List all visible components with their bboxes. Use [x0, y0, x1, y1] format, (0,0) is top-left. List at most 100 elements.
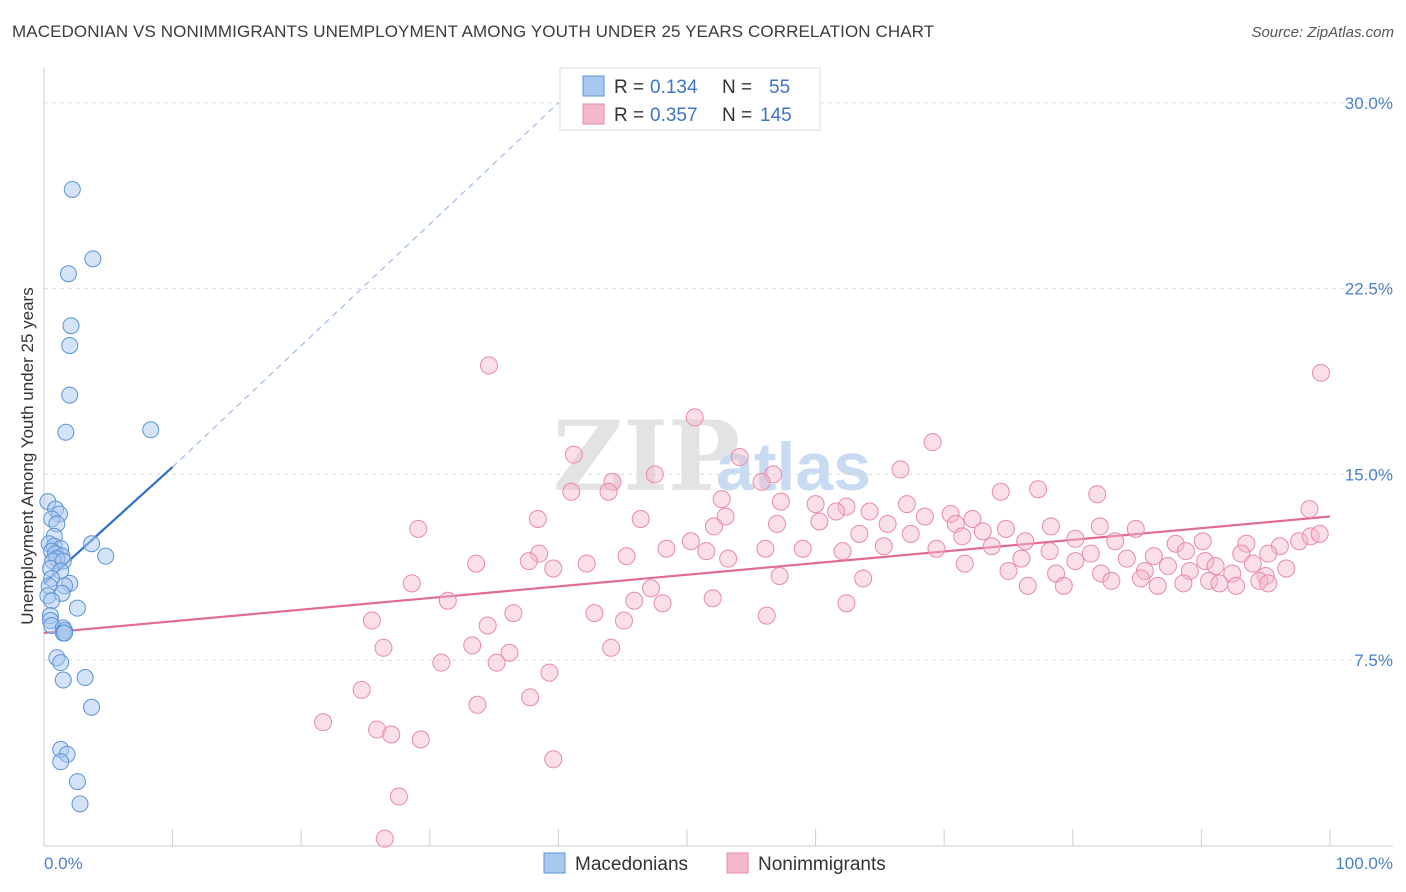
point-nonimmigrants-125	[352, 680, 371, 699]
point-nonimmigrants-116	[362, 611, 381, 630]
point-nonimmigrants-45	[1066, 529, 1085, 548]
point-nonimmigrants-66	[1259, 544, 1278, 563]
point-nonimmigrants-10	[603, 472, 622, 491]
point-macedonians-43	[52, 654, 70, 672]
y-tick-label-2: 22.5%	[1345, 280, 1393, 299]
point-macedonians-1	[84, 250, 102, 268]
series-nonimmigrants	[314, 356, 1330, 848]
point-nonimmigrants-120	[500, 643, 519, 662]
point-nonimmigrants-84	[467, 554, 486, 573]
point-nonimmigrants-114	[757, 606, 776, 625]
point-nonimmigrants-119	[463, 636, 482, 655]
point-nonimmigrants-126	[521, 688, 540, 707]
point-nonimmigrants-27	[716, 507, 735, 526]
point-nonimmigrants-41	[850, 524, 869, 543]
legend: R = 0.134 N = 55 R = 0.357 N = 145	[559, 67, 821, 131]
point-nonimmigrants-117	[478, 616, 497, 635]
point-nonimmigrants-22	[860, 502, 879, 521]
point-nonimmigrants-37	[1090, 517, 1109, 536]
bottom-legend: Macedonians Nonimmigrants	[543, 852, 886, 875]
point-nonimmigrants-40	[705, 517, 724, 536]
y-tick-label-1: 15.0%	[1345, 465, 1393, 484]
point-nonimmigrants-43	[953, 527, 972, 546]
point-nonimmigrants-83	[544, 559, 563, 578]
point-nonimmigrants-97	[1200, 571, 1219, 590]
point-nonimmigrants-102	[1227, 576, 1246, 595]
point-nonimmigrants-6	[645, 465, 664, 484]
point-nonimmigrants-111	[504, 604, 523, 623]
point-nonimmigrants-59	[927, 539, 946, 558]
point-macedonians-51	[71, 795, 89, 813]
point-nonimmigrants-30	[768, 514, 787, 533]
point-nonimmigrants-32	[878, 514, 897, 533]
trend-line-macedonians-extension	[172, 102, 559, 468]
point-nonimmigrants-42	[901, 524, 920, 543]
point-nonimmigrants-54	[681, 532, 700, 551]
point-nonimmigrants-80	[1243, 554, 1262, 573]
legend-n-label-1: N =	[722, 77, 752, 98]
point-nonimmigrants-26	[1300, 500, 1319, 519]
point-nonimmigrants-79	[1206, 557, 1225, 576]
point-nonimmigrants-81	[1277, 559, 1296, 578]
point-nonimmigrants-62	[1081, 544, 1100, 563]
legend-n-value-1: 55	[769, 77, 790, 98]
point-nonimmigrants-115	[614, 611, 633, 630]
point-nonimmigrants-56	[793, 539, 812, 558]
point-nonimmigrants-21	[827, 502, 846, 521]
point-macedonians-5	[61, 386, 79, 404]
legend-n-label-2: N =	[722, 105, 752, 126]
point-nonimmigrants-16	[712, 490, 731, 509]
point-nonimmigrants-31	[810, 512, 829, 531]
point-nonimmigrants-77	[1158, 557, 1177, 576]
point-nonimmigrants-99	[1259, 574, 1278, 593]
point-nonimmigrants-8	[891, 460, 910, 479]
point-macedonians-18	[83, 535, 101, 553]
point-nonimmigrants-101	[1210, 574, 1229, 593]
point-nonimmigrants-11	[562, 482, 581, 501]
point-nonimmigrants-124	[540, 663, 559, 682]
chart-title: MACEDONIAN VS NONIMMIGRANTS UNEMPLOYMENT…	[12, 22, 935, 41]
point-nonimmigrants-67	[657, 539, 676, 558]
point-nonimmigrants-39	[409, 519, 428, 538]
point-nonimmigrants-15	[1088, 485, 1107, 504]
point-macedonians-44	[76, 669, 94, 687]
point-nonimmigrants-35	[996, 519, 1015, 538]
point-nonimmigrants-128	[314, 713, 333, 732]
point-nonimmigrants-70	[617, 547, 636, 566]
legend-r-value-2: 0.357	[650, 105, 698, 126]
point-nonimmigrants-4	[564, 445, 583, 464]
point-nonimmigrants-29	[631, 509, 650, 528]
point-nonimmigrants-49	[1237, 534, 1256, 553]
point-nonimmigrants-76	[1117, 549, 1136, 568]
point-macedonians-2	[59, 265, 77, 283]
trend-line-nonimmigrants	[43, 515, 1331, 635]
y-tick-label-0: 7.5%	[1354, 651, 1393, 670]
legend-r-value-1: 0.134	[650, 77, 698, 98]
point-nonimmigrants-9	[752, 472, 771, 491]
point-nonimmigrants-94	[1102, 571, 1121, 590]
x-tick-label-min: 0.0%	[44, 854, 83, 873]
legend-swatch-nonimmigrants	[582, 103, 605, 125]
point-nonimmigrants-3	[1311, 363, 1330, 382]
point-macedonians-45	[54, 671, 72, 689]
point-macedonians-34	[68, 599, 86, 617]
point-nonimmigrants-60	[982, 537, 1001, 556]
point-nonimmigrants-129	[368, 720, 387, 739]
point-nonimmigrants-112	[585, 604, 604, 623]
series-macedonians	[39, 180, 160, 813]
point-nonimmigrants-113	[653, 594, 672, 613]
point-nonimmigrants-134	[375, 829, 394, 848]
point-nonimmigrants-46	[1106, 532, 1125, 551]
point-nonimmigrants-82	[577, 554, 596, 573]
point-macedonians-6	[57, 423, 75, 441]
point-nonimmigrants-121	[602, 638, 621, 657]
point-nonimmigrants-0	[479, 356, 498, 375]
point-nonimmigrants-57	[874, 537, 893, 556]
legend-swatch-macedonians	[582, 75, 605, 97]
point-nonimmigrants-122	[432, 653, 451, 672]
point-nonimmigrants-65	[1232, 544, 1251, 563]
point-macedonians-7	[142, 421, 160, 439]
point-nonimmigrants-47	[1166, 534, 1185, 553]
point-macedonians-49	[52, 753, 70, 771]
